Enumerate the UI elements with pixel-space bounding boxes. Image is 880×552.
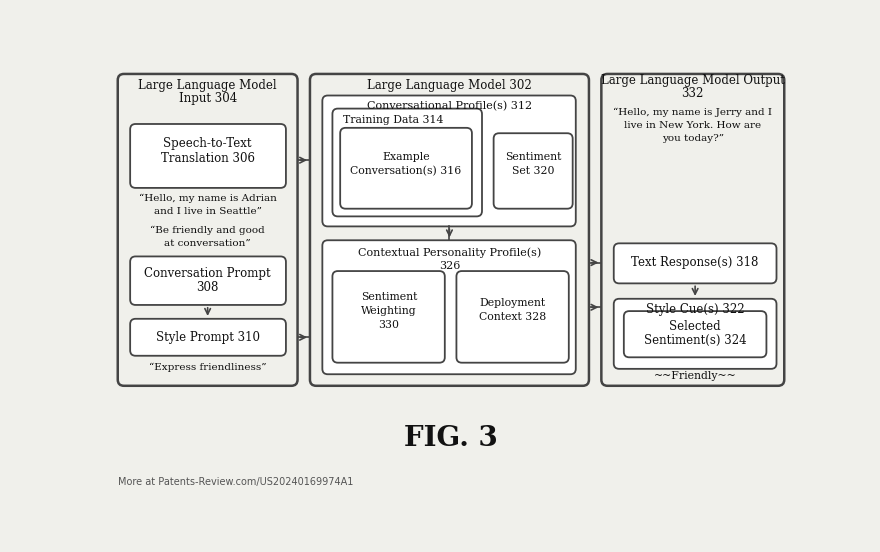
Text: Deployment: Deployment [480, 299, 546, 309]
Text: “Hello, my name is Adrian: “Hello, my name is Adrian [139, 194, 276, 203]
FancyBboxPatch shape [624, 311, 766, 357]
Text: Set 320: Set 320 [512, 166, 554, 176]
Text: Training Data 314: Training Data 314 [342, 115, 443, 125]
Text: Style Cue(s) 322: Style Cue(s) 322 [646, 303, 744, 316]
Text: Conversation(s) 316: Conversation(s) 316 [350, 166, 462, 176]
Text: Selected: Selected [670, 320, 721, 333]
Text: Weighting: Weighting [361, 306, 417, 316]
Text: you today?”: you today?” [662, 134, 724, 143]
FancyBboxPatch shape [310, 74, 589, 386]
Text: Sentiment: Sentiment [361, 292, 417, 302]
Text: live in New York. How are: live in New York. How are [624, 121, 761, 130]
Text: Sentiment(s) 324: Sentiment(s) 324 [644, 334, 746, 347]
Text: FIG. 3: FIG. 3 [404, 424, 498, 452]
FancyBboxPatch shape [457, 271, 568, 363]
Text: Large Language Model Output: Large Language Model Output [601, 73, 785, 87]
Text: Text Response(s) 318: Text Response(s) 318 [632, 256, 759, 269]
FancyBboxPatch shape [130, 319, 286, 355]
Text: Large Language Model 302: Large Language Model 302 [367, 79, 532, 92]
Text: Sentiment: Sentiment [505, 152, 561, 162]
Text: Example: Example [382, 152, 429, 162]
Text: Speech-to-Text: Speech-to-Text [164, 137, 252, 150]
FancyBboxPatch shape [130, 257, 286, 305]
Text: Large Language Model: Large Language Model [138, 79, 277, 92]
Text: Conversational Profile(s) 312: Conversational Profile(s) 312 [367, 101, 532, 112]
Text: 326: 326 [439, 261, 460, 270]
FancyBboxPatch shape [322, 240, 576, 374]
Text: “Be friendly and good: “Be friendly and good [150, 226, 265, 235]
FancyBboxPatch shape [341, 128, 472, 209]
FancyBboxPatch shape [601, 74, 784, 386]
Text: Translation 306: Translation 306 [161, 152, 254, 165]
Text: Style Prompt 310: Style Prompt 310 [156, 331, 260, 344]
Text: “Express friendliness”: “Express friendliness” [149, 363, 267, 372]
Text: at conversation”: at conversation” [165, 239, 251, 248]
FancyBboxPatch shape [613, 243, 776, 283]
FancyBboxPatch shape [118, 74, 297, 386]
Text: 308: 308 [196, 281, 219, 294]
Text: Context 328: Context 328 [479, 312, 546, 322]
FancyBboxPatch shape [322, 95, 576, 226]
FancyBboxPatch shape [613, 299, 776, 369]
Text: and I live in Seattle”: and I live in Seattle” [154, 207, 261, 216]
Text: Contextual Personality Profile(s): Contextual Personality Profile(s) [358, 247, 541, 258]
Text: Conversation Prompt: Conversation Prompt [144, 267, 271, 280]
Text: ~~Friendly~~: ~~Friendly~~ [654, 371, 737, 381]
FancyBboxPatch shape [130, 124, 286, 188]
FancyBboxPatch shape [333, 271, 444, 363]
FancyBboxPatch shape [494, 133, 573, 209]
Text: Input 304: Input 304 [179, 92, 237, 105]
Text: More at Patents-Review.com/US20240169974A1: More at Patents-Review.com/US20240169974… [118, 477, 353, 487]
Text: “Hello, my name is Jerry and I: “Hello, my name is Jerry and I [613, 108, 773, 117]
Text: 330: 330 [378, 320, 400, 330]
FancyBboxPatch shape [333, 109, 482, 216]
Text: 332: 332 [682, 87, 704, 100]
